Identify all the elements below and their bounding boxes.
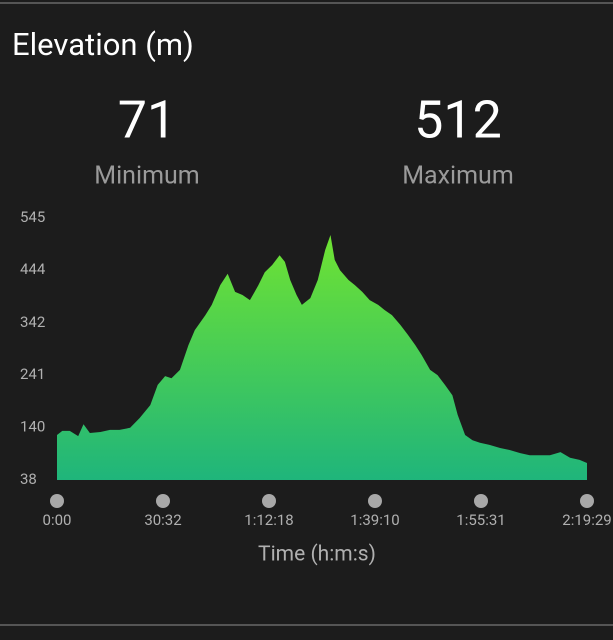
stat-label: Minimum bbox=[94, 162, 199, 191]
x-tick-dot bbox=[50, 494, 64, 508]
x-tick-label: 1:39:10 bbox=[350, 511, 399, 529]
x-tick-label: 30:32 bbox=[144, 511, 181, 529]
x-axis-title: Time (h:m:s) bbox=[258, 543, 376, 567]
y-tick-label: 342 bbox=[20, 313, 45, 331]
x-tick-label: 1:12:18 bbox=[244, 511, 293, 529]
y-tick-label: 444 bbox=[20, 260, 46, 278]
stat-value: 512 bbox=[414, 90, 502, 151]
x-tick-dot bbox=[156, 494, 170, 508]
stat-label: Maximum bbox=[402, 162, 514, 191]
x-tick-label: 1:55:31 bbox=[456, 511, 505, 529]
x-tick-dot bbox=[580, 494, 594, 508]
y-tick-label: 140 bbox=[20, 417, 45, 435]
x-tick-dot bbox=[368, 494, 382, 508]
x-tick-dot bbox=[262, 494, 276, 508]
y-tick-label: 241 bbox=[20, 365, 45, 383]
x-tick-label: 0:00 bbox=[43, 511, 72, 529]
card-title: Elevation (m) bbox=[12, 26, 194, 63]
y-tick-label: 38 bbox=[20, 470, 37, 488]
elevation-area bbox=[57, 235, 587, 480]
y-tick-label: 545 bbox=[20, 208, 45, 226]
stat-value: 71 bbox=[118, 90, 176, 151]
x-tick-label: 2:19:29 bbox=[562, 511, 611, 529]
x-tick-dot bbox=[474, 494, 488, 508]
